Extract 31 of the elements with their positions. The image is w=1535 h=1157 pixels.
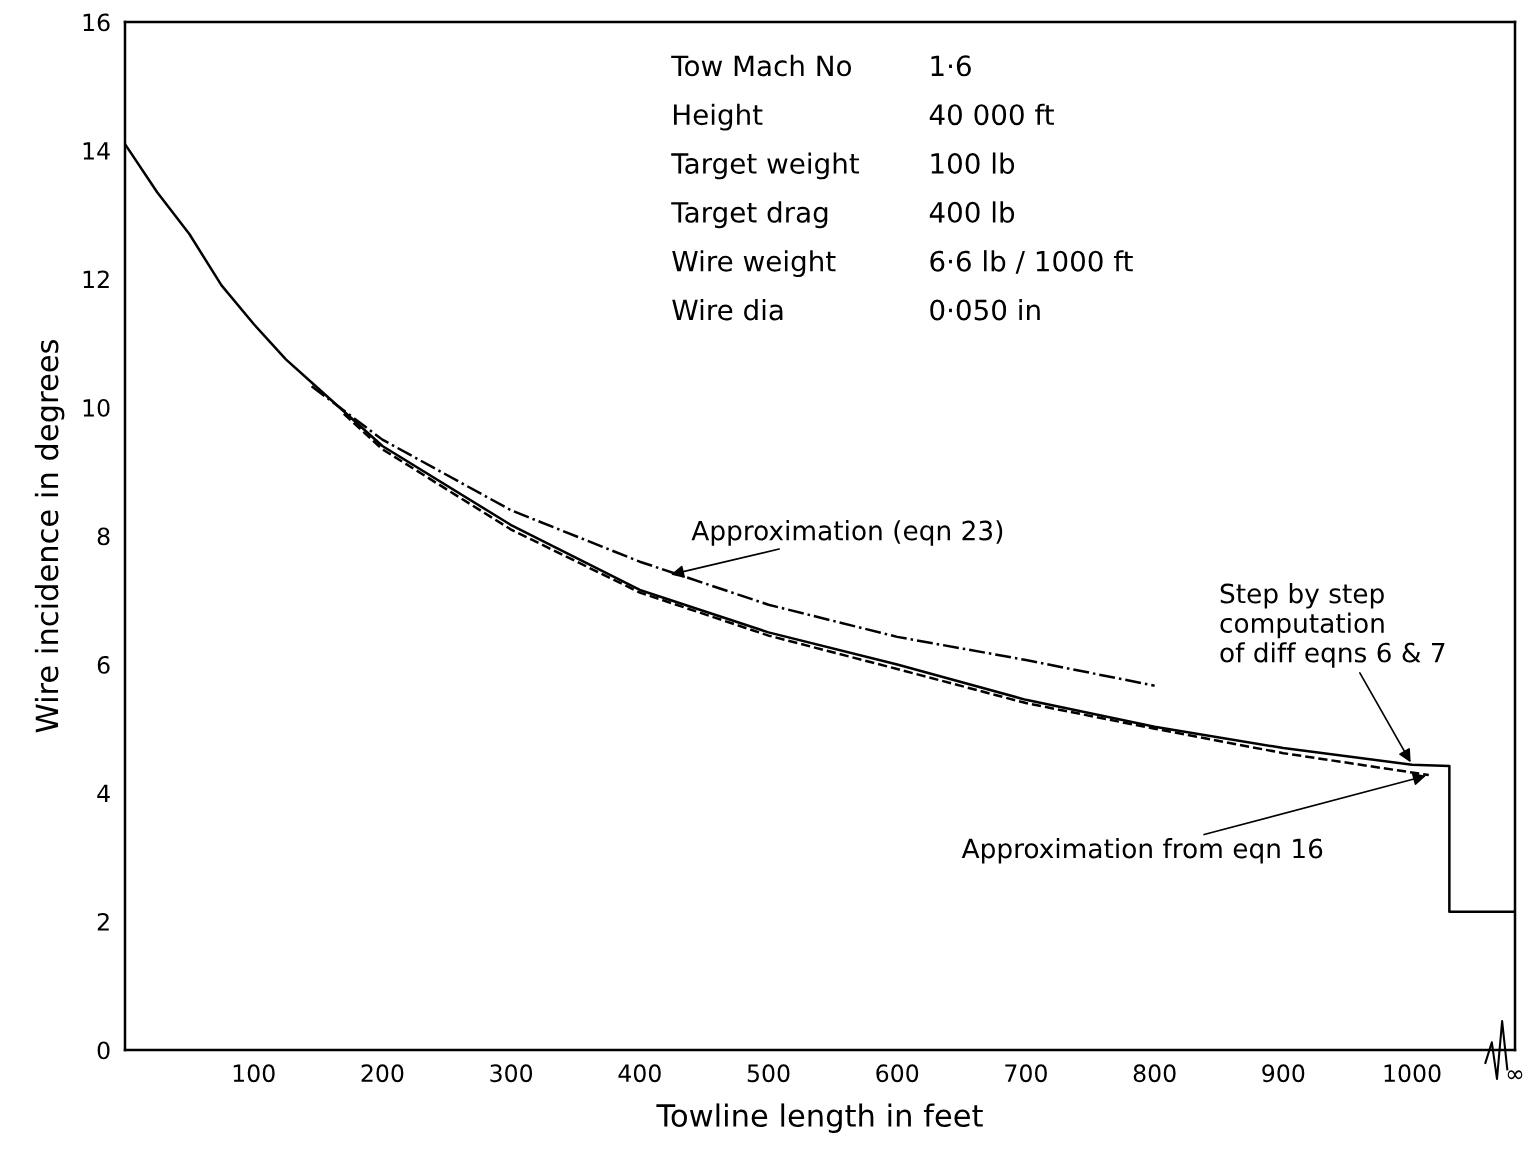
text: Wire dia 0·050 in	[672, 298, 1040, 321]
y-tick-label: 0	[97, 1041, 110, 1060]
x-axis-title: Towline length in feet	[656, 1103, 983, 1133]
y-tick-label: 6	[97, 655, 110, 674]
x-tick-label: 1000	[1384, 1064, 1441, 1083]
x-tick-label: 300	[490, 1064, 533, 1083]
annotation: Step by step computation of diff eqns 6 & 7	[1220, 583, 1445, 668]
y-tick-label: 8	[97, 527, 110, 546]
x-tick-label: 500	[747, 1064, 790, 1083]
x-tick-label: ∞	[1507, 1070, 1523, 1080]
annotation: Approximation (eqn 23)	[691, 520, 1003, 546]
y-tick-label: 4	[97, 784, 110, 802]
x-tick-label: 600	[876, 1064, 919, 1083]
y-tick-label: 10	[83, 398, 110, 417]
y-tick-label: 16	[83, 13, 110, 32]
y-tick-label: 12	[83, 270, 109, 288]
text: Height 40 000 ft	[674, 103, 1054, 131]
x-tick-label: 700	[1005, 1064, 1047, 1083]
text: Target weight 100 lb	[671, 152, 1015, 180]
x-tick-label: 800	[1133, 1064, 1176, 1083]
x-tick-label: 400	[618, 1064, 661, 1083]
text: Target drag 400 lb	[671, 201, 1015, 229]
x-tick-label: 900	[1262, 1064, 1305, 1083]
text: Tow Mach No 1·6	[671, 54, 971, 77]
x-tick-label: 200	[361, 1064, 404, 1083]
x-tick-label: 100	[233, 1064, 275, 1083]
y-axis-title: Wire incidence in degrees	[34, 340, 65, 733]
y-tick-label: 14	[83, 142, 110, 160]
annotation: Approximation from eqn 16	[961, 838, 1323, 864]
text: Wire weight 6·6 lb / 1000 ft	[672, 250, 1133, 278]
y-tick-label: 2	[97, 912, 109, 931]
